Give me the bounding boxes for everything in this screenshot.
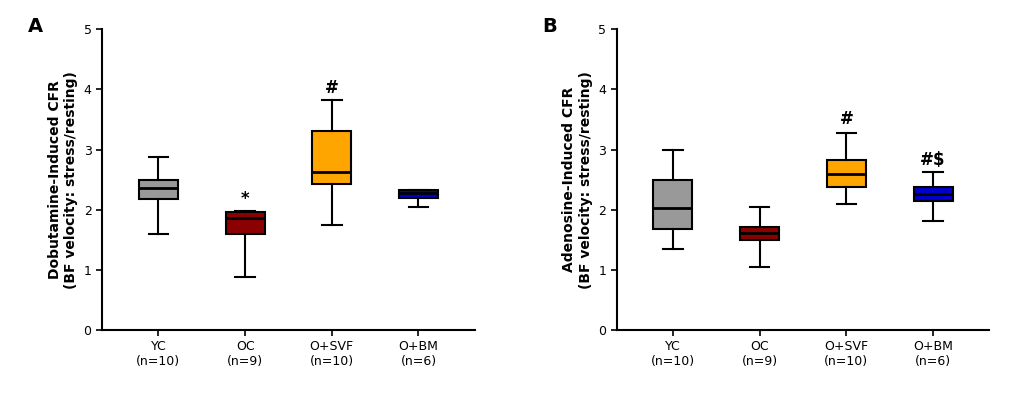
PathPatch shape [740, 227, 779, 240]
Text: #$: #$ [919, 151, 945, 169]
Y-axis label: Dobutamine-Induced CFR
(BF velocity: stress/resting): Dobutamine-Induced CFR (BF velocity: str… [48, 71, 77, 289]
PathPatch shape [913, 187, 952, 201]
PathPatch shape [826, 160, 865, 187]
Text: #: # [839, 110, 853, 128]
Text: B: B [541, 17, 556, 36]
Y-axis label: Adenosine-Induced CFR
(BF velocity: stress/resting): Adenosine-Induced CFR (BF velocity: stre… [561, 71, 592, 289]
PathPatch shape [225, 211, 264, 234]
Text: #: # [324, 79, 338, 97]
PathPatch shape [653, 180, 692, 229]
PathPatch shape [398, 190, 437, 198]
Text: A: A [28, 17, 43, 36]
Text: *: * [240, 190, 249, 208]
PathPatch shape [312, 131, 351, 185]
PathPatch shape [139, 180, 177, 199]
